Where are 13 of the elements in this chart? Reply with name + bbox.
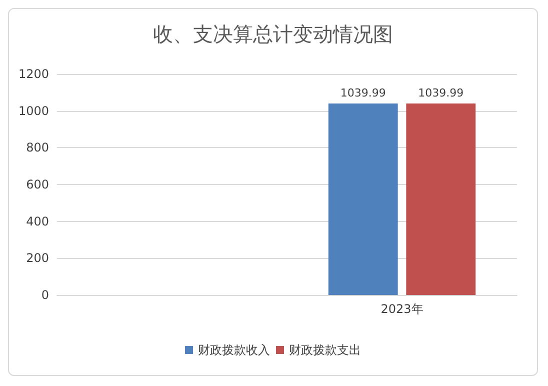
y-tick-label: 1000 [18,104,49,118]
y-tick-label: 0 [41,288,49,302]
chart-title: 收、支决算总计变动情况图 [153,22,393,46]
y-tick-label: 200 [26,251,49,266]
data-label: 1039.99 [340,86,386,100]
legend-label: 财政拨款收入 [198,343,270,357]
y-tick-label: 1200 [18,67,49,81]
x-tick-label: 2023年 [380,302,424,316]
y-tick-label: 400 [26,214,49,228]
legend-label: 财政拨款支出 [289,343,361,357]
y-tick-label: 600 [26,178,49,192]
y-tick-label: 800 [26,140,49,155]
data-label: 1039.99 [418,86,464,100]
